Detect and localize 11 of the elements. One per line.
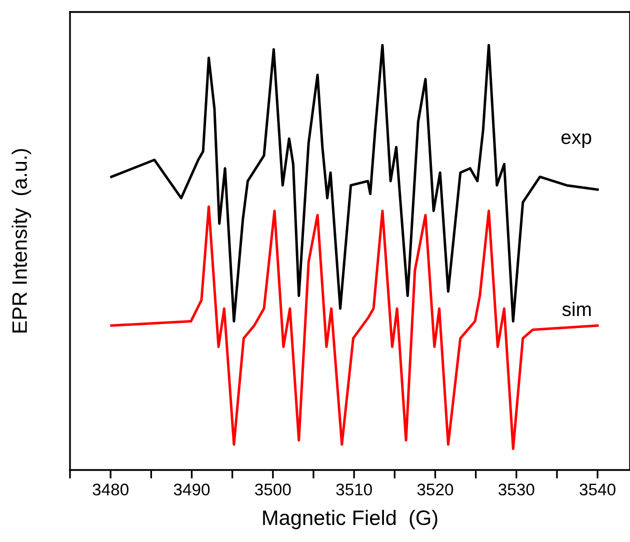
x-tick-label: 3520: [417, 484, 454, 496]
series-label: exp: [561, 133, 592, 148]
x-tick-label: 3490: [174, 484, 210, 496]
x-tick-label: 3530: [498, 484, 534, 496]
y-axis-title: EPR Intensity (a.u.): [12, 149, 32, 332]
series-label: sim: [562, 302, 591, 316]
x-tick-label: 3500: [254, 484, 291, 496]
x-axis-title: Magnetic Field (G): [263, 510, 438, 530]
x-tick-label: 3510: [336, 484, 372, 496]
x-tick-label: 3540: [580, 484, 616, 496]
x-tick-label: 3480: [92, 484, 128, 496]
